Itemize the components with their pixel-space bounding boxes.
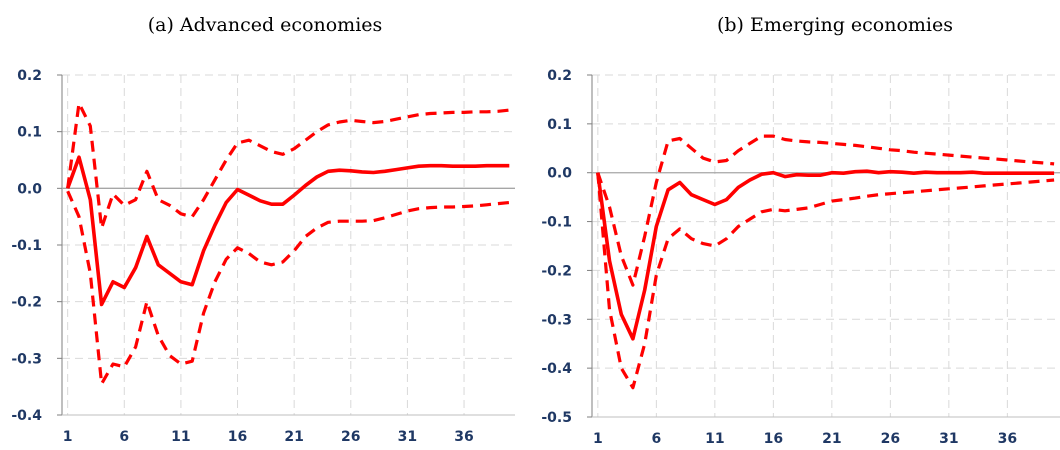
y-tick-label: -0.4	[11, 408, 42, 424]
x-tick-label: 16	[764, 431, 783, 447]
y-tick-label: -0.2	[11, 295, 42, 311]
x-tick-label: 31	[398, 429, 417, 445]
y-tick-label: 0.1	[17, 125, 42, 141]
x-tick-label: 16	[228, 429, 247, 445]
y-tick-label: -0.1	[11, 238, 42, 254]
x-tick-label: 26	[881, 431, 900, 447]
x-tick-label: 21	[284, 429, 303, 445]
x-tick-label: 26	[341, 429, 360, 445]
chart-title: (b) Emerging economies	[716, 14, 953, 36]
x-tick-label: 11	[705, 431, 724, 447]
y-tick-label: 0.1	[547, 117, 572, 133]
x-tick-label: 6	[651, 431, 661, 447]
y-tick-label: 0.2	[17, 68, 42, 84]
x-tick-label: 21	[822, 431, 841, 447]
y-tick-label: -0.3	[541, 312, 572, 328]
y-tick-label: 0.0	[17, 181, 42, 197]
x-tick-label: 36	[998, 431, 1017, 447]
y-tick-label: -0.2	[541, 263, 572, 279]
point-estimate-line	[66, 155, 510, 307]
upper-band-line	[596, 134, 1055, 287]
emerging-economies-chart: 0.20.10.0-0.1-0.2-0.3-0.4-0.51 6 11 16 21 26 3…	[541, 68, 1060, 447]
x-tick-label: 1	[593, 431, 603, 447]
advanced-economies-chart: 0.20.10.0-0.1-0.2-0.3-0.41 6 11 16 21 26 31 36	[11, 68, 515, 445]
chart-panel-emerging: (b) Emerging economies 0.2 0.1 0.0 -0.1 -0.2…	[530, 0, 1060, 450]
x-tick-label: 31	[939, 431, 958, 447]
x-tick-label: 1	[63, 429, 73, 445]
y-tick-label: -0.5	[541, 410, 572, 426]
y-tick-label: 0.0	[547, 166, 572, 182]
x-tick-label: 11	[171, 429, 190, 445]
y-tick-label: 0.2	[547, 68, 572, 84]
y-tick-label: -0.3	[11, 351, 42, 367]
y-tick-label: -0.1	[541, 215, 572, 231]
chart-panel-advanced: (a) Advanced economies 0.2 0.1 0.0 -0.1 -0.2…	[11, 14, 515, 445]
x-tick-label: 6	[119, 429, 129, 445]
chart-title: (a) Advanced economies	[147, 14, 383, 36]
point-estimate-line	[596, 169, 1055, 341]
lower-band-line	[596, 172, 1055, 390]
y-tick-label: -0.4	[541, 361, 572, 377]
lower-band-line	[66, 190, 510, 386]
x-tick-label: 36	[454, 429, 473, 445]
upper-band-line	[66, 101, 510, 230]
